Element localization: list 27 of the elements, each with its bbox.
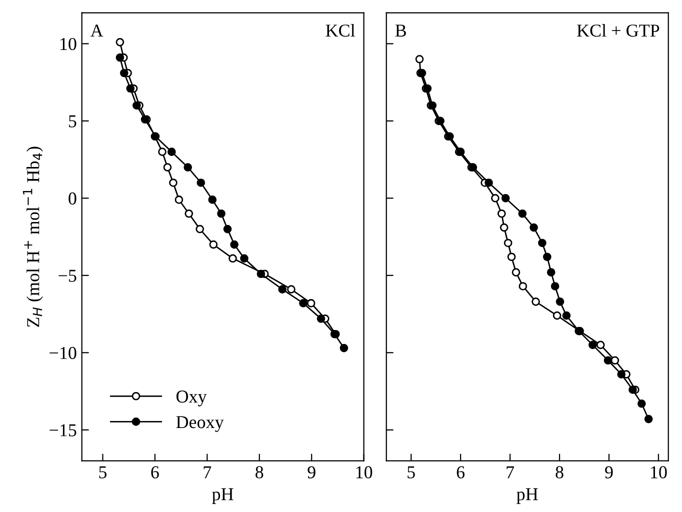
annotation: KCl	[326, 24, 355, 37]
x-tick-label: 7	[204, 466, 212, 478]
x-tick-label: 10	[356, 466, 372, 478]
x-tick-label: 6	[151, 466, 159, 478]
annotation: B	[395, 24, 406, 37]
legend-label: Deoxy	[176, 416, 224, 432]
x-tick-label: 8	[256, 466, 264, 478]
x-tick-label: 10	[651, 466, 667, 478]
x-tick-label: 8	[556, 466, 564, 478]
annotation: KCl + GTP	[577, 24, 660, 37]
legend-label: Oxy	[176, 390, 207, 406]
annotation: A	[90, 24, 104, 37]
y-tick-label: −15	[50, 424, 76, 436]
x-axis-title: pH	[212, 488, 234, 504]
text: Z$_{H}$ (mol H$^{+}$ mol$^{−1}$ Hb$_{4}$)	[22, 146, 43, 327]
x-tick-label: 7	[506, 466, 514, 478]
x-tick-label: 6	[456, 466, 465, 478]
x-tick-label: 9	[308, 466, 316, 478]
y-tick-label: −10	[50, 346, 76, 360]
y-tick-label: 10	[60, 38, 76, 50]
y-tick-label: −5	[58, 270, 76, 282]
y-tick-label: 5	[69, 115, 76, 128]
x-tick-label: 9	[605, 466, 613, 478]
x-tick-label: 5	[408, 466, 415, 478]
x-tick-label: 5	[99, 466, 107, 478]
x-axis-title: pH	[516, 488, 538, 504]
y-tick-label: 0	[68, 192, 76, 205]
